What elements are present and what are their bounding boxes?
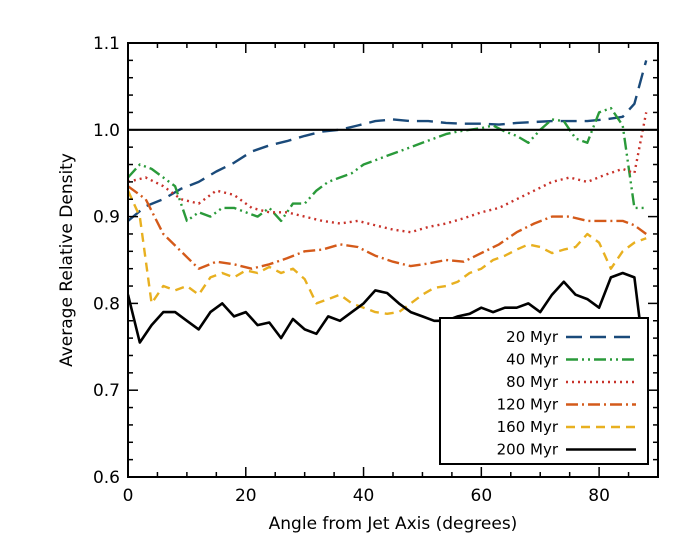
- series-layer: [128, 60, 648, 373]
- y-tick-label: 1.0: [93, 121, 120, 141]
- x-axis-label: Angle from Jet Axis (degrees): [269, 514, 518, 534]
- x-tick-label: 40: [353, 486, 375, 506]
- x-tick-label: 80: [588, 486, 610, 506]
- series-line-200-myr: [128, 271, 648, 373]
- legend-label: 200 Myr: [497, 441, 559, 459]
- x-tick-label: 20: [235, 486, 257, 506]
- series-line-40-myr: [128, 106, 647, 223]
- y-axis: 0.6 0.7 0.8 0.9 1.0 1.1: [93, 34, 658, 488]
- y-tick-label: 0.8: [93, 294, 120, 314]
- legend-label: 40 Myr: [506, 351, 559, 369]
- legend-label: 160 Myr: [497, 418, 559, 436]
- y-tick-label: 0.6: [93, 468, 120, 488]
- legend: 20 Myr 40 Myr 80 Myr 120 Myr 160 Myr 200 Myr: [439, 317, 649, 465]
- x-tick-label: 60: [471, 486, 493, 506]
- legend-label: 80 Myr: [506, 373, 559, 391]
- series-line-160-myr: [128, 190, 647, 315]
- y-tick-label: 0.7: [93, 381, 120, 401]
- legend-label: 120 Myr: [497, 396, 559, 414]
- legend-box: [439, 317, 649, 465]
- y-axis-label: Average Relative Density: [57, 153, 77, 367]
- series-line-120-myr: [128, 185, 647, 270]
- y-tick-label: 0.9: [93, 208, 120, 228]
- x-axis: 0 20 40 60 80: [123, 43, 659, 506]
- legend-label: 20 Myr: [506, 328, 559, 346]
- x-tick-label: 0: [123, 486, 134, 506]
- series-line-20-myr: [128, 60, 648, 222]
- y-tick-label: 1.1: [93, 34, 120, 54]
